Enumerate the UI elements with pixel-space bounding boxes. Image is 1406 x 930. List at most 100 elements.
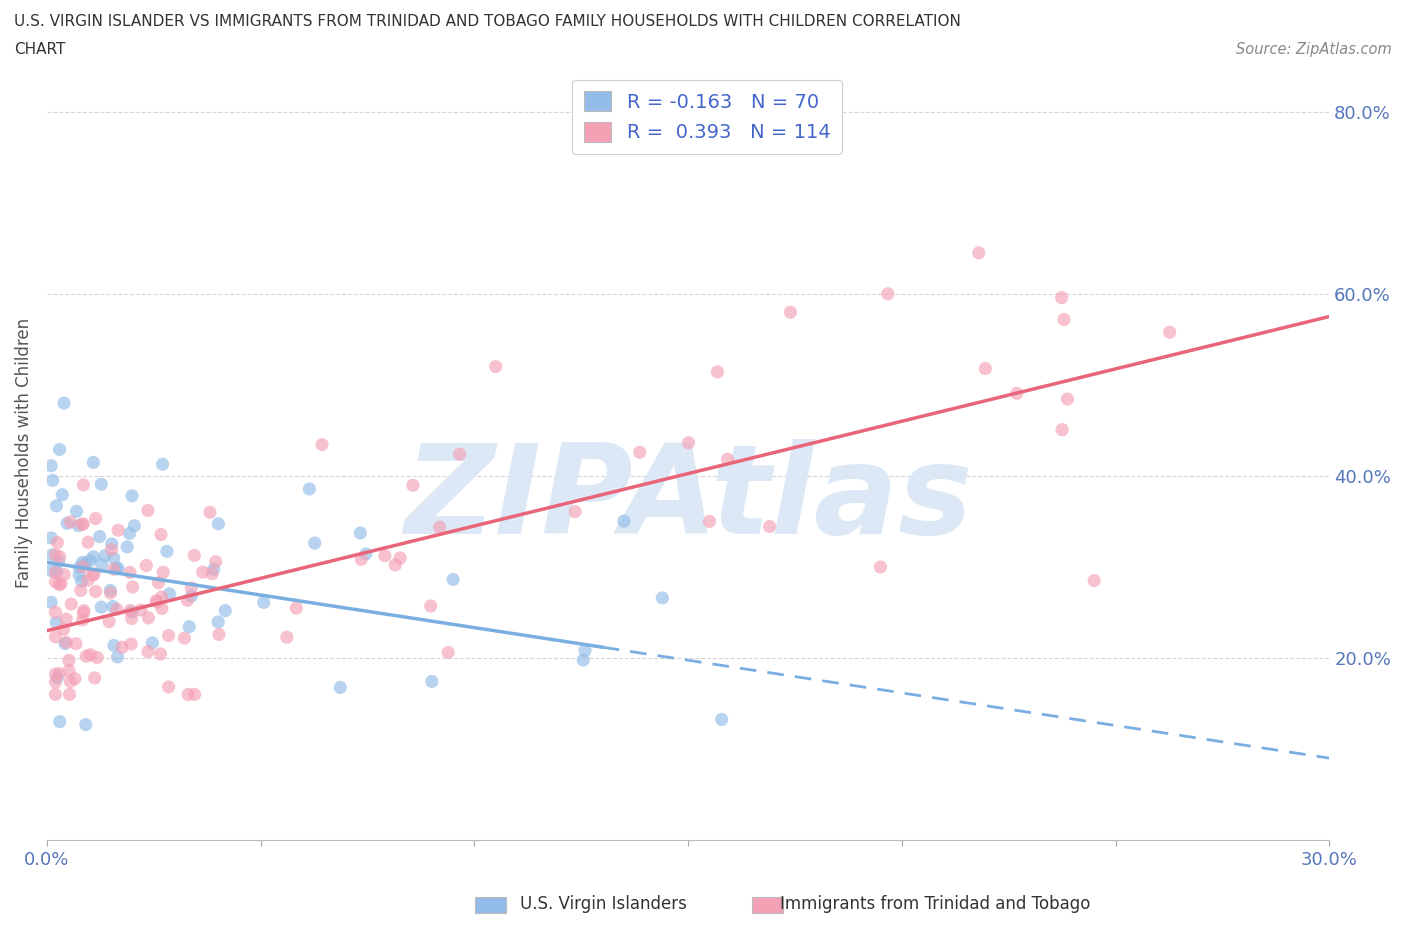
Point [46, 565, 69, 579]
Point [1056, 392, 1078, 406]
Point [146, 594, 169, 609]
Point [103, 562, 125, 577]
Point [82, 550, 104, 565]
Point [449, 446, 471, 461]
Text: CHART: CHART [14, 42, 66, 57]
Point [59, 674, 82, 689]
Point [60, 597, 83, 612]
Point [107, 523, 129, 538]
Point [141, 635, 163, 650]
Point [138, 610, 160, 625]
Point [79, 553, 101, 568]
Point [65, 636, 87, 651]
Point [1050, 422, 1073, 437]
Point [44, 565, 66, 580]
Point [1005, 386, 1028, 401]
Point [70, 574, 93, 589]
Point [44, 674, 66, 689]
Point [201, 566, 224, 581]
Point [157, 680, 180, 695]
Point [82, 567, 104, 582]
Point [204, 554, 226, 569]
Point [198, 505, 221, 520]
Point [77, 535, 100, 550]
Point [48, 714, 70, 729]
Point [1053, 312, 1076, 327]
Point [150, 590, 173, 604]
Point [107, 561, 129, 576]
Point [84, 512, 107, 526]
Text: ZIPAtlas: ZIPAtlas [404, 439, 973, 560]
Point [145, 593, 167, 608]
Text: Source: ZipAtlas.com: Source: ZipAtlas.com [1236, 42, 1392, 57]
Point [420, 674, 443, 689]
Point [58, 653, 80, 668]
Point [73, 604, 96, 618]
Point [101, 599, 124, 614]
Point [98, 614, 121, 629]
Point [214, 604, 236, 618]
Point [136, 503, 159, 518]
Point [176, 592, 198, 607]
Point [75, 717, 97, 732]
Point [276, 630, 298, 644]
Point [329, 680, 352, 695]
Point [124, 518, 146, 533]
Point [136, 644, 159, 659]
Point [699, 514, 721, 529]
Point [157, 587, 180, 602]
Point [90, 600, 112, 615]
Point [53, 395, 76, 410]
Point [152, 565, 174, 579]
Point [716, 452, 738, 467]
Point [49, 577, 72, 591]
Point [121, 611, 143, 626]
Point [628, 445, 651, 459]
Point [105, 562, 128, 577]
Point [72, 613, 94, 628]
Point [83, 671, 105, 685]
Point [58, 663, 80, 678]
Point [350, 551, 373, 566]
Point [48, 550, 70, 565]
Point [179, 619, 201, 634]
Point [105, 602, 128, 617]
Point [389, 551, 412, 565]
Point [678, 435, 700, 450]
Point [354, 547, 377, 562]
Point [779, 305, 801, 320]
Point [59, 514, 82, 529]
Point [63, 671, 86, 686]
Point [100, 586, 122, 601]
Bar [475, 897, 506, 913]
Point [150, 527, 173, 542]
Point [613, 513, 636, 528]
Point [67, 518, 90, 533]
Point [441, 572, 464, 587]
Point [207, 615, 229, 630]
Point [83, 566, 105, 581]
Point [72, 560, 94, 575]
Point [437, 645, 460, 660]
Bar [752, 897, 783, 913]
Point [129, 603, 152, 618]
Point [120, 637, 142, 652]
Point [285, 601, 308, 616]
Point [574, 643, 596, 658]
Point [876, 286, 898, 301]
Point [869, 560, 891, 575]
Point [967, 246, 990, 260]
Point [402, 478, 425, 493]
Point [53, 567, 76, 582]
Point [485, 359, 508, 374]
Point [429, 520, 451, 535]
Point [100, 537, 122, 551]
Point [75, 649, 97, 664]
Point [67, 567, 90, 582]
Point [48, 666, 70, 681]
Point [111, 640, 134, 655]
Point [706, 365, 728, 379]
Point [298, 482, 321, 497]
Point [152, 457, 174, 472]
Point [180, 589, 202, 604]
